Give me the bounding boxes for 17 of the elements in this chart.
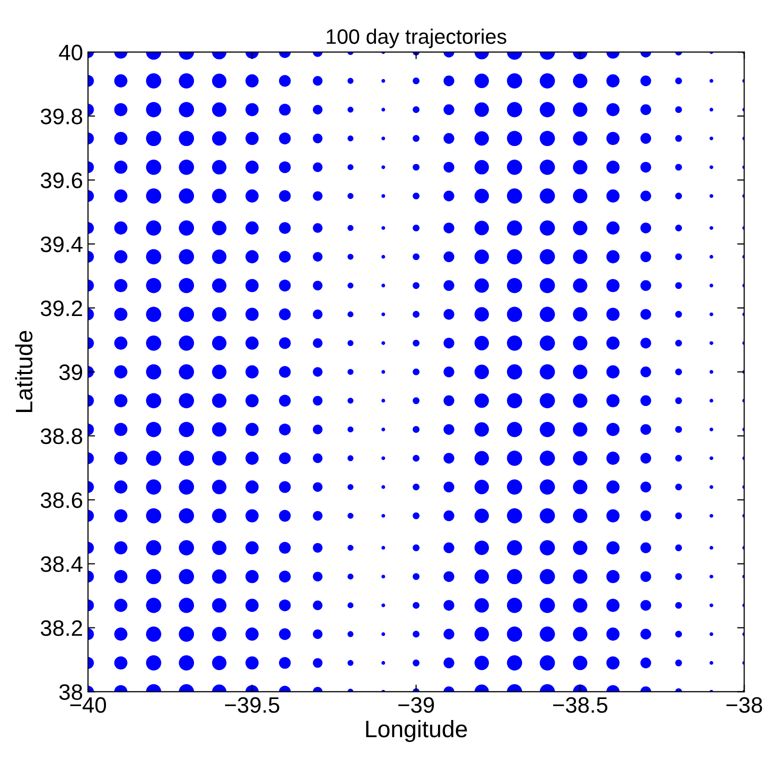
x-axis-title: Longitude xyxy=(366,720,467,742)
y-tick-label: 39.6 xyxy=(40,172,82,188)
y-tick-label: 38.6 xyxy=(40,492,82,508)
y-tick-label: 39 xyxy=(59,364,82,380)
x-tick-label: −38.5 xyxy=(553,697,608,713)
chart-title: 100 day trajectories xyxy=(326,28,506,48)
y-axis-title: Latitude xyxy=(15,330,32,412)
x-tick-label: −39 xyxy=(398,697,434,713)
y-tick-label: 38.4 xyxy=(40,556,82,572)
y-tick-label: 39.2 xyxy=(40,300,82,316)
y-tick-label: 40 xyxy=(58,44,82,60)
y-tick-label: 38.8 xyxy=(40,428,82,444)
y-tick-label: 39.8 xyxy=(40,108,82,124)
y-tick-label: 38.2 xyxy=(40,620,82,636)
x-tick-label: −38 xyxy=(726,697,762,713)
x-tick-label: −39.5 xyxy=(225,697,280,713)
y-tick-label: 39.4 xyxy=(40,236,82,252)
